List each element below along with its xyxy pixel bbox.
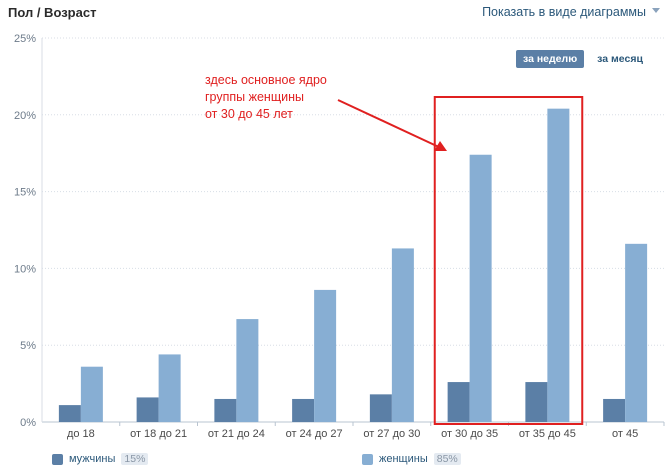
bar-women [469,154,492,422]
x-tick-label: от 35 до 45 [519,428,576,440]
y-tick-label: 0% [20,417,36,429]
annotation-text: здесь основное ядро группы женщины от 30… [205,72,327,123]
x-tick-label: от 45 [612,428,638,440]
x-tick-label: до 18 [67,428,95,440]
chart-legend: мужчины 15% женщины 85% [0,448,670,468]
legend-item-men[interactable]: мужчины 15% [52,453,149,465]
header: Пол / Возраст Показать в виде диаграммы [0,0,670,26]
x-tick-label: от 30 до 35 [441,428,498,440]
annotation-line-3: от 30 до 45 лет [205,107,293,121]
y-tick-label: 10% [14,263,36,275]
bar-men [603,398,626,422]
bar-men [136,397,159,422]
bar-men [525,382,548,422]
bar-women [547,108,570,422]
bar-men [214,398,237,422]
legend-pct-women: 85% [433,453,461,465]
bar-women [80,366,103,422]
legend-swatch-women [362,453,373,465]
bar-women [314,289,337,422]
x-tick-label: от 21 до 24 [208,428,265,440]
bar-men [58,405,81,422]
period-week-button[interactable]: за неделю [516,50,585,68]
period-month-button[interactable]: за месяц [597,53,643,65]
legend-swatch-men [52,453,63,465]
x-tick-label: от 18 до 21 [130,428,187,440]
x-tick-label: от 24 до 27 [286,428,343,440]
bar-men [447,382,470,422]
period-toggle: за неделю за месяц [516,50,650,68]
x-tick-label: от 27 до 30 [363,428,420,440]
page-title: Пол / Возраст [8,5,97,20]
annotation-line-2: группы женщины [205,90,304,104]
highlight-box [433,96,584,425]
legend-label-women: женщины [379,453,428,465]
age-gender-bar-chart: 0% 5% 10% 15% 20% 25% до 18 от 18 до 21 от 21 до… [14,33,665,440]
show-as-diagram-link[interactable]: Показать в виде диаграммы [482,5,646,19]
bar-women [625,243,648,422]
annotation-arrowhead [434,141,447,151]
bar-women [391,248,414,422]
y-tick-label: 5% [20,340,36,352]
chevron-down-icon[interactable] [652,8,660,13]
y-tick-label: 25% [14,33,36,45]
y-tick-label: 20% [14,110,36,122]
legend-item-women[interactable]: женщины 85% [362,453,461,465]
bar-men [292,398,315,422]
legend-pct-men: 15% [121,453,149,465]
y-tick-label: 15% [14,187,36,199]
bar-women [158,354,181,422]
annotation-arrow [337,99,442,149]
legend-label-men: мужчины [69,453,116,465]
bar-women [236,319,259,422]
bar-men [369,394,392,422]
annotation-line-1: здесь основное ядро [205,73,327,87]
